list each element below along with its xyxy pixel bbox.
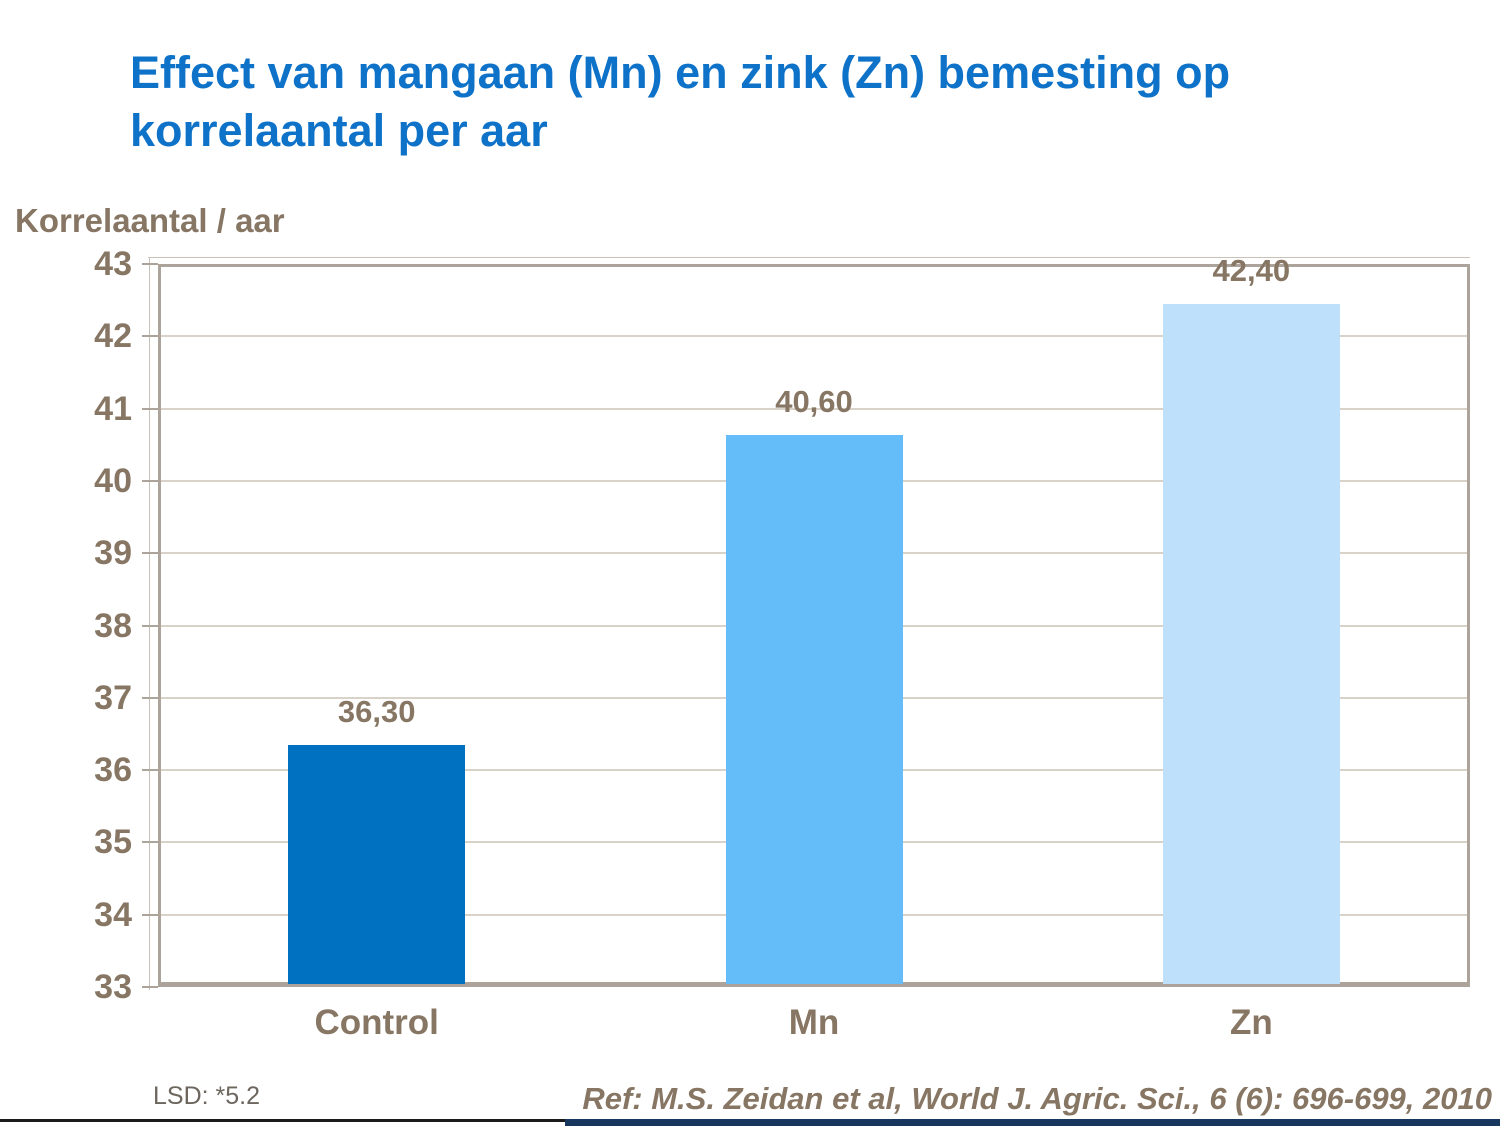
x-axis-category-label: Control	[314, 1003, 439, 1042]
gridline	[161, 407, 1467, 410]
plot-bevel-top	[148, 257, 1470, 258]
chart-title-line2: korrelaantal per aar	[130, 105, 548, 156]
y-axis-tick-label: 38	[94, 606, 132, 645]
gridline	[161, 335, 1467, 338]
y-axis-tick	[142, 624, 158, 627]
y-axis-tick	[142, 552, 158, 555]
x-axis-category-label: Mn	[788, 1003, 840, 1042]
bar-value-label: 42,40	[1212, 253, 1291, 289]
bottom-accent-bar	[565, 1119, 1500, 1126]
bar-zn	[1162, 304, 1340, 984]
y-axis-tick	[142, 769, 158, 772]
y-axis-tick-label: 35	[94, 823, 132, 862]
lsd-footnote: LSD: *5.2	[153, 1082, 261, 1110]
y-axis-tick-label: 36	[94, 751, 132, 790]
y-axis-title: Korrelaantal / aar	[15, 202, 285, 239]
chart-title-line1: Effect van mangaan (Mn) en zink (Zn) bem…	[130, 47, 1231, 98]
y-axis-tick-label: 41	[94, 389, 132, 428]
plot-bevel-left	[149, 257, 150, 990]
bar-value-label: 40,60	[775, 383, 853, 419]
chart-title: Effect van mangaan (Mn) en zink (Zn) bem…	[130, 44, 1430, 160]
reference-citation: Ref: M.S. Zeidan et al, World J. Agric. …	[582, 1081, 1492, 1116]
y-axis-tick	[142, 479, 158, 482]
y-axis-tick	[142, 913, 158, 916]
bar-value-label: 36,30	[337, 694, 416, 730]
y-axis-tick-label: 43	[94, 245, 132, 283]
y-axis-tick-label: 42	[94, 317, 132, 356]
bar-mn	[725, 434, 903, 984]
bar-control	[288, 745, 466, 984]
y-axis-tick-label: 39	[94, 534, 132, 573]
y-axis-tick-label: 37	[94, 678, 132, 717]
y-axis-tick	[142, 335, 158, 338]
y-axis-tick	[142, 841, 158, 844]
y-axis-tick	[142, 407, 158, 410]
x-axis-category-label: Zn	[1229, 1003, 1273, 1042]
y-axis-tick-label: 33	[94, 968, 132, 1006]
y-axis-tick-label: 34	[94, 895, 132, 934]
y-axis-tick-label: 40	[94, 461, 132, 500]
y-axis-tick	[142, 986, 158, 988]
y-axis-tick	[142, 263, 158, 265]
y-axis-tick	[142, 696, 158, 699]
